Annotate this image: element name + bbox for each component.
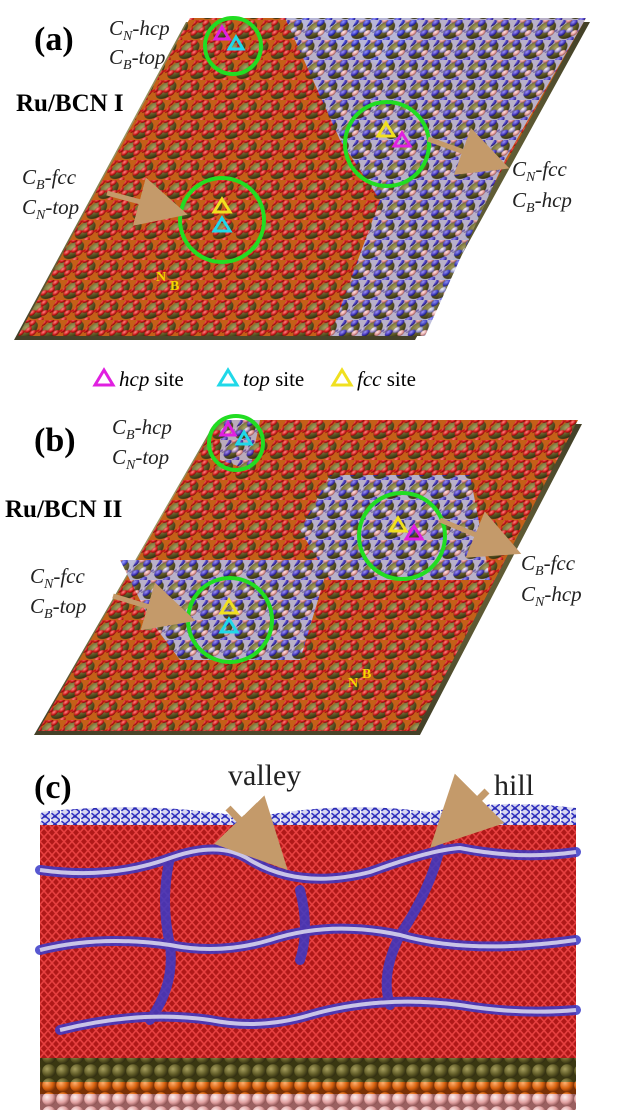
panel-a-fcc-marker-2 xyxy=(375,120,397,138)
panel-b-fcc-marker-2 xyxy=(387,515,409,533)
panel-a-arrow-right xyxy=(427,127,510,175)
valley-arrow xyxy=(213,795,288,871)
legend-item-fcc: fcc site xyxy=(330,367,416,391)
panel-a-top-marker-3 xyxy=(211,215,233,233)
panel-a-fcc-marker-3 xyxy=(211,196,233,214)
panel-a-label: (a) xyxy=(34,21,74,58)
svg-text:CB-fcc: CB-fcc xyxy=(22,165,77,193)
panel-b: (b) Ru/BCN II CB-hcp CN-top CN-fcc CB-to… xyxy=(5,414,582,735)
svg-text:CB-hcp: CB-hcp xyxy=(512,188,572,216)
svg-text:CB-top: CB-top xyxy=(30,594,86,622)
svg-text:B: B xyxy=(362,667,371,682)
panel-c-side-view xyxy=(35,803,581,1110)
panel-b-nb-label: N B xyxy=(348,667,371,691)
panel-a-site-circle-2 xyxy=(343,100,431,188)
panel-a-nb-label: N B xyxy=(156,270,179,294)
hill-arrow xyxy=(430,773,505,848)
panel-b-lattice xyxy=(34,420,582,735)
panel-b-site-label-1: CB-hcp CN-top xyxy=(112,415,172,473)
panel-b-top-marker-1 xyxy=(234,429,254,446)
panel-a-arrow-left xyxy=(106,177,188,226)
svg-text:CN-hcp: CN-hcp xyxy=(521,582,582,610)
svg-text:fcc site: fcc site xyxy=(357,367,416,391)
legend-fcc-icon xyxy=(330,367,354,387)
panel-a-system-label: Ru/BCN I xyxy=(16,90,124,117)
panel-b-system-label: Ru/BCN II xyxy=(5,496,122,523)
panel-b-arrow-left xyxy=(112,582,196,631)
svg-text:CN-fcc: CN-fcc xyxy=(512,157,568,185)
panel-b-hcp-marker-1 xyxy=(218,420,238,437)
svg-text:CN-top: CN-top xyxy=(112,445,169,473)
panel-a-top-marker-1 xyxy=(226,34,246,51)
panel-b-fcc-marker-3 xyxy=(218,597,240,615)
legend-item-hcp: hcp site xyxy=(92,367,184,391)
panel-b-arrow-right xyxy=(439,511,522,558)
panel-a-hcp-marker-1 xyxy=(212,24,232,41)
panel-a-lattice xyxy=(14,18,590,340)
panel-a: (a) Ru/BCN I CN-hcp CB-top CB-fcc CN-top… xyxy=(14,16,590,340)
svg-text:CB-top: CB-top xyxy=(109,45,165,73)
panel-a-site-label-3: CN-fcc CB-hcp xyxy=(512,157,572,216)
panel-b-site-circle-2 xyxy=(357,491,447,581)
panel-c-label: (c) xyxy=(34,769,72,806)
svg-text:N: N xyxy=(348,676,358,691)
panel-a-site-label-1: CN-hcp CB-top xyxy=(109,16,170,73)
svg-text:hcp site: hcp site xyxy=(119,367,184,391)
svg-text:CN-top: CN-top xyxy=(22,195,79,223)
panel-b-label: (b) xyxy=(34,422,76,459)
panel-b-hcp-marker-2 xyxy=(403,523,425,541)
panel-a-site-label-2: CB-fcc CN-top xyxy=(22,165,79,223)
svg-text:CB-fcc: CB-fcc xyxy=(521,551,576,579)
svg-text:CB-hcp: CB-hcp xyxy=(112,415,172,443)
svg-text:CN-fcc: CN-fcc xyxy=(30,564,86,592)
site-legend: hcp site top site fcc site xyxy=(92,367,416,391)
panel-b-site-label-2: CN-fcc CB-top xyxy=(30,564,86,622)
panel-a-hcp-marker-2 xyxy=(391,130,413,148)
hill-label: hill xyxy=(494,769,534,802)
panel-c: (c) valley hill xyxy=(34,759,581,1110)
panel-a-site-circle-1 xyxy=(203,16,263,76)
panel-b-top-marker-3 xyxy=(218,616,240,634)
legend-hcp-icon xyxy=(92,367,116,387)
panel-b-site-label-3: CB-fcc CN-hcp xyxy=(521,551,582,610)
legend-item-top: top site xyxy=(216,367,304,391)
svg-text:B: B xyxy=(170,279,179,294)
svg-text:CN-hcp: CN-hcp xyxy=(109,16,170,44)
panel-b-site-circle-1 xyxy=(207,414,265,472)
legend-top-icon xyxy=(216,367,240,387)
svg-text:N: N xyxy=(156,270,166,285)
svg-text:top site: top site xyxy=(243,367,304,391)
valley-label: valley xyxy=(228,759,301,792)
